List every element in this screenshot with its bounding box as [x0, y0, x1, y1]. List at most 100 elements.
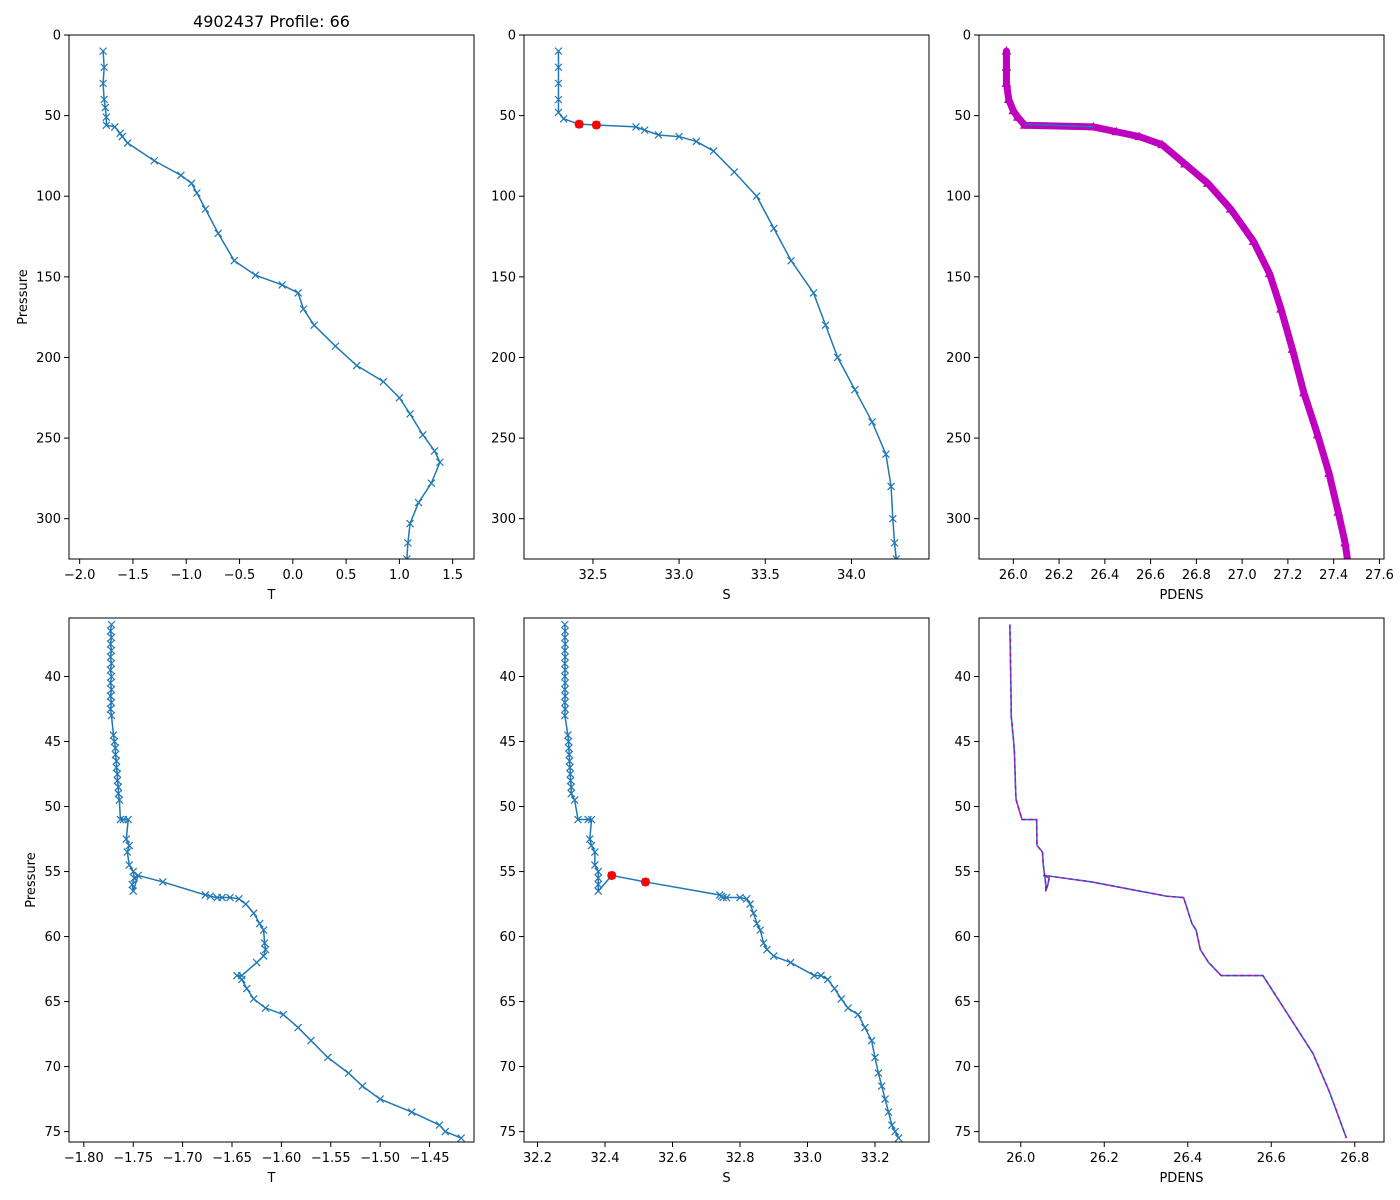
x-marker — [128, 880, 137, 889]
y-tick-label: 0 — [53, 29, 61, 44]
density-line — [1009, 624, 1348, 1139]
x-marker — [376, 1095, 385, 1104]
x-marker — [561, 627, 570, 635]
x-marker — [830, 984, 839, 993]
y-tick-label: 200 — [36, 351, 61, 366]
x-marker — [574, 815, 582, 824]
x-marker — [564, 744, 573, 752]
x-tick-label: 26.8 — [1340, 1151, 1369, 1166]
triangle-marker — [1001, 62, 1012, 71]
x-marker — [192, 189, 201, 197]
x-marker — [150, 156, 159, 165]
x-marker — [427, 479, 436, 488]
x-marker — [821, 321, 830, 330]
x-tick-label: 27.6 — [1365, 568, 1394, 583]
panel-top-salinity: 32.5 33.0 33.5 34.0 0 50 100 150 200 250 300 S — [491, 29, 930, 603]
x-tick-label: 32.2 — [523, 1151, 552, 1166]
x-marker — [587, 815, 596, 824]
x-marker — [559, 114, 568, 123]
x-marker — [107, 672, 116, 681]
x-tick-label: 26.6 — [1136, 568, 1165, 583]
highlight-point — [591, 120, 601, 130]
x-marker — [107, 685, 116, 694]
plot-area — [560, 620, 903, 1142]
series-temperature — [99, 47, 444, 559]
x-marker — [763, 945, 771, 954]
x-marker — [226, 893, 234, 902]
y-tick-label: 100 — [491, 190, 516, 205]
x-marker — [561, 640, 570, 648]
y-tick-label: 70 — [44, 1060, 61, 1075]
x-marker — [100, 95, 109, 104]
x-tick-label: 1.0 — [389, 568, 410, 583]
highlight-point — [641, 877, 650, 887]
series-density — [1009, 624, 1348, 1139]
x-marker — [809, 289, 818, 297]
x-marker — [823, 975, 832, 984]
y-tick-label: 60 — [499, 930, 516, 945]
x-marker — [430, 447, 439, 455]
y-tick-label: 150 — [946, 270, 971, 285]
x-marker — [769, 952, 778, 960]
x-marker — [307, 1036, 315, 1045]
y-tick-label: 55 — [44, 865, 61, 880]
y-tick-label: 50 — [954, 109, 971, 124]
x-tick-label: −1.70 — [163, 1151, 203, 1166]
x-marker — [769, 224, 778, 233]
y-tick-label: 40 — [499, 670, 516, 685]
x-marker — [414, 498, 423, 507]
x-marker — [867, 1036, 876, 1045]
y-tick-label: 65 — [44, 995, 61, 1010]
x-marker — [742, 894, 751, 903]
x-tick-label: 33.0 — [793, 1151, 822, 1166]
y-tick-label: 200 — [946, 351, 971, 366]
y-tick-label: 150 — [491, 270, 516, 285]
x-tick-label: −1.55 — [311, 1151, 351, 1166]
y-tick-label: 75 — [44, 1125, 61, 1140]
y-tick-label: 50 — [44, 109, 61, 124]
x-tick-label: 0.5 — [336, 568, 357, 583]
y-axis: 0 50 100 150 200 250 300 — [491, 29, 524, 527]
y-tick-label: 75 — [954, 1125, 971, 1140]
panel-bottom-temperature: −1.80 −1.75 −1.70 −1.65 −1.60 −1.55 −1.50 −1.45… — [24, 617, 475, 1186]
y-tick-label: 60 — [954, 930, 971, 945]
x-marker — [123, 139, 132, 147]
x-marker — [323, 1053, 332, 1062]
triangle-marker — [1299, 387, 1309, 397]
series-density — [1001, 46, 1351, 559]
plot-area — [1009, 624, 1348, 1139]
x-marker — [868, 418, 877, 426]
x-marker — [892, 555, 901, 559]
x-axis-label: T — [267, 588, 276, 603]
x-marker — [709, 147, 718, 156]
triangle-marker — [1111, 126, 1122, 136]
x-marker — [817, 971, 825, 980]
x-marker — [106, 692, 115, 700]
x-marker — [252, 958, 261, 967]
x-marker — [125, 861, 134, 869]
x-tick-label: −2.0 — [64, 568, 96, 583]
x-marker — [554, 95, 563, 104]
x-marker — [590, 861, 599, 869]
x-marker — [310, 321, 319, 330]
x-marker — [566, 776, 575, 785]
x-marker — [110, 737, 119, 746]
x-marker — [590, 848, 599, 856]
y-tick-label: 250 — [36, 432, 61, 447]
x-marker — [259, 952, 268, 960]
x-axis: 26.0 26.2 26.4 26.6 26.8 — [1006, 1142, 1369, 1166]
x-marker — [278, 280, 287, 289]
triangle-marker — [1001, 78, 1012, 87]
x-marker — [352, 361, 361, 370]
x-marker — [730, 168, 739, 176]
x-marker — [230, 256, 239, 265]
x-marker — [112, 757, 121, 765]
y-tick-label: 100 — [36, 190, 61, 205]
x-tick-label: 26.6 — [1257, 1151, 1286, 1166]
x-tick-label: 32.6 — [658, 1151, 687, 1166]
x-marker — [100, 63, 109, 72]
x-marker — [587, 841, 596, 850]
series-line — [109, 624, 462, 1139]
y-tick-label: 200 — [491, 351, 516, 366]
